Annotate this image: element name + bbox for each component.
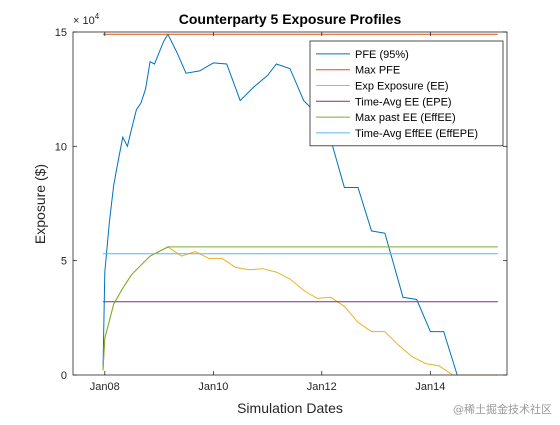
legend-label-5: Max past EE (EffEE) [355,112,456,124]
y-tick-label-1: 0 [61,370,67,382]
legend-label-3: Exp Exposure (EE) [355,81,449,93]
y-multiplier-base: × 10 [73,15,95,27]
y-multiplier-exponent: 4 [95,12,100,21]
legend: PFE (95%) Max PFE Exp Exposure (EE) Time-Av… [309,40,504,147]
y-multiplier: × 104 [73,12,100,27]
x-tick-label-2: Jan10 [198,381,228,393]
watermark-text: @稀土掘金技术社区 [453,403,552,416]
legend-label-6: Time-Avg EffEE (EffEPE) [355,128,478,140]
y-axis-label: Exposure ($) [32,164,48,244]
series-layer [102,33,498,376]
legend-box [309,40,504,147]
series-line-1 [102,33,498,376]
x-tick-label-4: Jan14 [415,381,445,393]
x-axis-label: Simulation Dates [237,400,343,416]
legend-label-4: Time-Avg EE (EPE) [355,96,452,108]
legend-label-2: Max PFE [355,65,400,77]
axes-layer: Jan08 Jan10 Jan12 Jan14 0 5 10 15 [55,27,508,393]
chart-title: Counterparty 5 Exposure Profiles [179,11,402,27]
x-tick-label-1: Jan08 [90,381,120,393]
y-tick-label-3: 10 [55,141,67,153]
plot-frame [72,31,508,376]
x-tick-label-3: Jan12 [307,381,337,393]
y-tick-label-2: 5 [61,256,67,268]
legend-label-1: PFE (95%) [355,49,409,61]
y-tick-label-4: 15 [55,27,67,39]
series-line-5 [102,246,498,371]
series-line-3 [102,246,498,376]
